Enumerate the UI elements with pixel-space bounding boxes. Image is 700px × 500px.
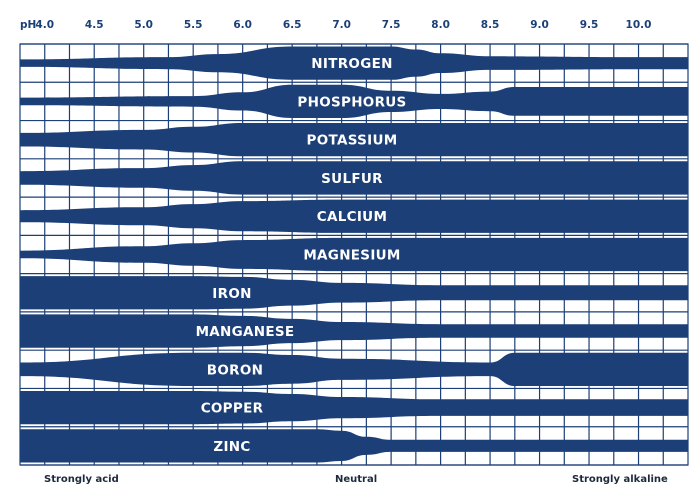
ph-scale-labels: Strongly acid Neutral Strongly alkaline xyxy=(44,474,668,485)
x-tick-label: 7.5 xyxy=(382,19,401,31)
x-tick-label: 6.0 xyxy=(233,19,252,31)
label-manganese: MANGANESE xyxy=(196,324,295,340)
x-tick-label: 9.0 xyxy=(530,19,549,31)
strongly-acid-label: Strongly acid xyxy=(44,474,119,485)
band-copper xyxy=(20,391,688,425)
label-phosphorus: PHOSPHORUS xyxy=(297,94,406,110)
band-sulfur xyxy=(20,161,688,195)
ph-axis: pH 4.0 4.5 5.0 5.5 6.0 6.5 7.0 7.5 8.0 8.5 9.0 9.5 1… xyxy=(20,19,651,31)
band-potassium xyxy=(20,123,688,157)
x-axis-label: pH xyxy=(20,19,36,31)
band-calcium xyxy=(20,199,688,233)
label-iron: IRON xyxy=(212,286,251,302)
x-tick-label: 7.0 xyxy=(332,19,351,31)
x-tick-label: 5.0 xyxy=(134,19,153,31)
band-boron xyxy=(20,352,688,386)
band-zinc xyxy=(20,429,688,463)
label-boron: BORON xyxy=(207,362,263,378)
nutrient-labels: NITROGEN PHOSPHORUS POTASSIUM SULFUR CALCIUM… xyxy=(196,56,407,455)
band-phosphorus xyxy=(20,84,688,118)
label-magnesium: MAGNESIUM xyxy=(303,248,400,264)
x-tick-label: 8.5 xyxy=(481,19,500,31)
label-nitrogen: NITROGEN xyxy=(311,56,392,72)
band-nitrogen xyxy=(20,46,688,80)
strongly-alkaline-label: Strongly alkaline xyxy=(572,474,668,485)
label-calcium: CALCIUM xyxy=(317,209,387,225)
x-tick-label: 9.5 xyxy=(580,19,599,31)
x-tick-label: 10.0 xyxy=(626,19,652,31)
label-potassium: POTASSIUM xyxy=(307,133,398,149)
x-tick-label: 4.0 xyxy=(35,19,54,31)
label-copper: COPPER xyxy=(201,401,264,417)
x-tick-label: 6.5 xyxy=(283,19,302,31)
label-zinc: ZINC xyxy=(213,439,250,455)
band-iron xyxy=(20,276,688,310)
x-tick-label: 5.5 xyxy=(184,19,203,31)
x-tick-label: 8.0 xyxy=(431,19,450,31)
label-sulfur: SULFUR xyxy=(321,171,383,187)
neutral-label: Neutral xyxy=(335,474,377,485)
nutrient-bands xyxy=(20,46,688,463)
x-tick-label: 4.5 xyxy=(85,19,104,31)
band-magnesium xyxy=(20,237,688,272)
band-manganese xyxy=(20,314,688,348)
